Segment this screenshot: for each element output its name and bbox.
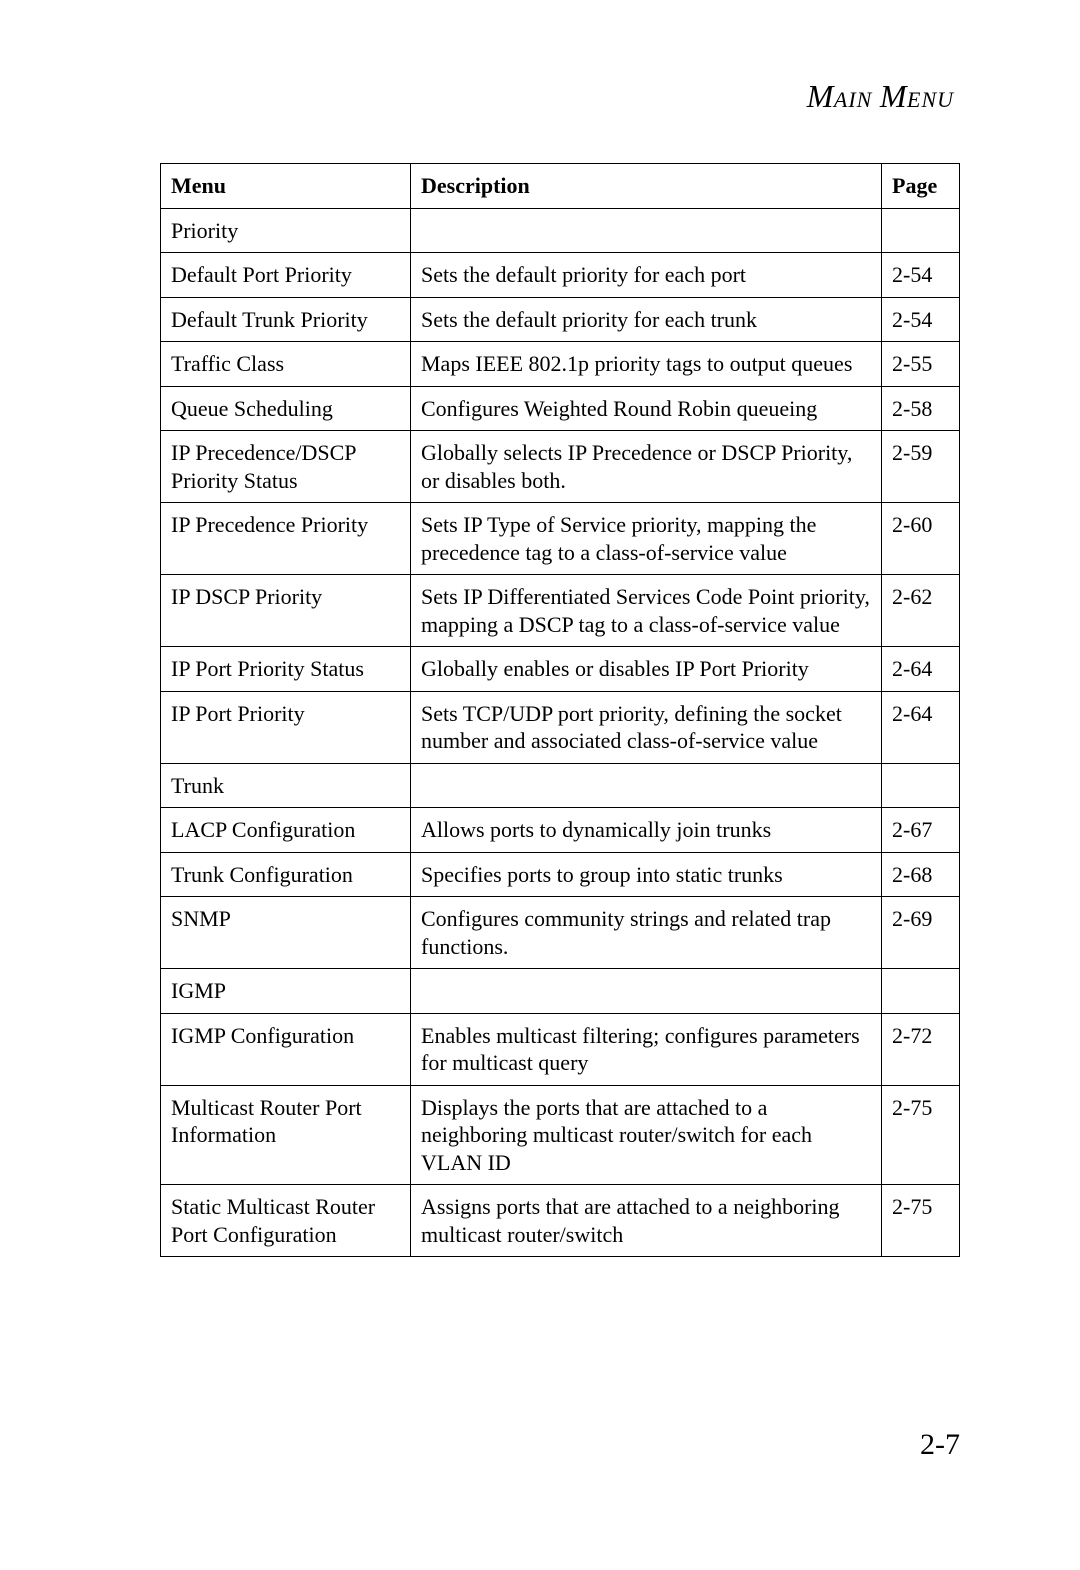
table-row: IGMP ConfigurationEnables multicast filt… [161,1013,960,1085]
table-row: SNMPConfigures community strings and rel… [161,897,960,969]
page-number: 2-7 [920,1428,960,1462]
cell-menu: Trunk Configuration [161,852,411,897]
cell-menu: SNMP [161,897,411,969]
cell-page: 2-68 [882,852,960,897]
table-row: Multicast Router Port InformationDisplay… [161,1085,960,1185]
cell-description: Configures Weighted Round Robin queueing [411,386,882,431]
cell-page: 2-59 [882,431,960,503]
table-row: Static Multicast Router Port Configurati… [161,1185,960,1257]
header-word1-cap: M [807,78,834,114]
cell-menu: LACP Configuration [161,808,411,853]
cell-menu: IGMP Configuration [161,1013,411,1085]
cell-page: 2-54 [882,297,960,342]
cell-page: 2-64 [882,691,960,763]
cell-page [882,208,960,253]
cell-page: 2-75 [882,1085,960,1185]
cell-page [882,969,960,1014]
cell-description: Sets IP Type of Service priority, mappin… [411,503,882,575]
col-header-description: Description [411,164,882,209]
table-row: IP DSCP PrioritySets IP Differentiated S… [161,575,960,647]
cell-menu: Default Port Priority [161,253,411,298]
cell-description: Maps IEEE 802.1p priority tags to output… [411,342,882,387]
cell-description [411,208,882,253]
menu-table: Menu Description Page PriorityDefault Po… [160,163,960,1257]
table-row: IP Port Priority StatusGlobally enables … [161,647,960,692]
cell-menu: Traffic Class [161,342,411,387]
table-row: Trunk [161,763,960,808]
cell-description: Sets IP Differentiated Services Code Poi… [411,575,882,647]
header-word1-rest: AIN [834,87,872,112]
cell-page: 2-64 [882,647,960,692]
cell-description: Globally enables or disables IP Port Pri… [411,647,882,692]
cell-menu: IP DSCP Priority [161,575,411,647]
cell-description: Enables multicast filtering; configures … [411,1013,882,1085]
cell-description [411,969,882,1014]
cell-page: 2-54 [882,253,960,298]
cell-menu: IP Port Priority [161,691,411,763]
table-row: Priority [161,208,960,253]
cell-page: 2-67 [882,808,960,853]
table-row: Default Trunk PrioritySets the default p… [161,297,960,342]
col-header-page: Page [882,164,960,209]
cell-description: Specifies ports to group into static tru… [411,852,882,897]
header-word2-cap: M [880,78,907,114]
cell-description: Sets the default priority for each trunk [411,297,882,342]
col-header-menu: Menu [161,164,411,209]
table-row: IP Precedence/DSCP Priority StatusGlobal… [161,431,960,503]
table-row: IP Precedence PrioritySets IP Type of Se… [161,503,960,575]
cell-menu: IP Precedence Priority [161,503,411,575]
cell-description: Displays the ports that are attached to … [411,1085,882,1185]
table-row: LACP ConfigurationAllows ports to dynami… [161,808,960,853]
cell-menu: IP Port Priority Status [161,647,411,692]
cell-page: 2-60 [882,503,960,575]
cell-description: Configures community strings and related… [411,897,882,969]
cell-description: Globally selects IP Precedence or DSCP P… [411,431,882,503]
cell-page: 2-62 [882,575,960,647]
table-body: PriorityDefault Port PrioritySets the de… [161,208,960,1257]
cell-description: Assigns ports that are attached to a nei… [411,1185,882,1257]
table-row: Trunk ConfigurationSpecifies ports to gr… [161,852,960,897]
table-row: Default Port PrioritySets the default pr… [161,253,960,298]
table-row: Queue SchedulingConfigures Weighted Roun… [161,386,960,431]
cell-menu: Static Multicast Router Port Configurati… [161,1185,411,1257]
cell-menu: IP Precedence/DSCP Priority Status [161,431,411,503]
cell-page [882,763,960,808]
cell-description [411,763,882,808]
cell-description: Allows ports to dynamically join trunks [411,808,882,853]
running-head: MAIN MENU [160,78,960,115]
cell-menu: Multicast Router Port Information [161,1085,411,1185]
cell-description: Sets the default priority for each port [411,253,882,298]
cell-menu: Trunk [161,763,411,808]
document-page: MAIN MENU Menu Description Page Priority… [0,0,1080,1570]
cell-menu: Priority [161,208,411,253]
cell-menu: IGMP [161,969,411,1014]
cell-description: Sets TCP/UDP port priority, defining the… [411,691,882,763]
cell-page: 2-58 [882,386,960,431]
table-header-row: Menu Description Page [161,164,960,209]
cell-page: 2-69 [882,897,960,969]
table-row: IP Port PrioritySets TCP/UDP port priori… [161,691,960,763]
cell-page: 2-55 [882,342,960,387]
cell-menu: Default Trunk Priority [161,297,411,342]
table-row: IGMP [161,969,960,1014]
cell-menu: Queue Scheduling [161,386,411,431]
cell-page: 2-75 [882,1185,960,1257]
cell-page: 2-72 [882,1013,960,1085]
header-word2-rest: ENU [907,87,954,112]
table-row: Traffic ClassMaps IEEE 802.1p priority t… [161,342,960,387]
